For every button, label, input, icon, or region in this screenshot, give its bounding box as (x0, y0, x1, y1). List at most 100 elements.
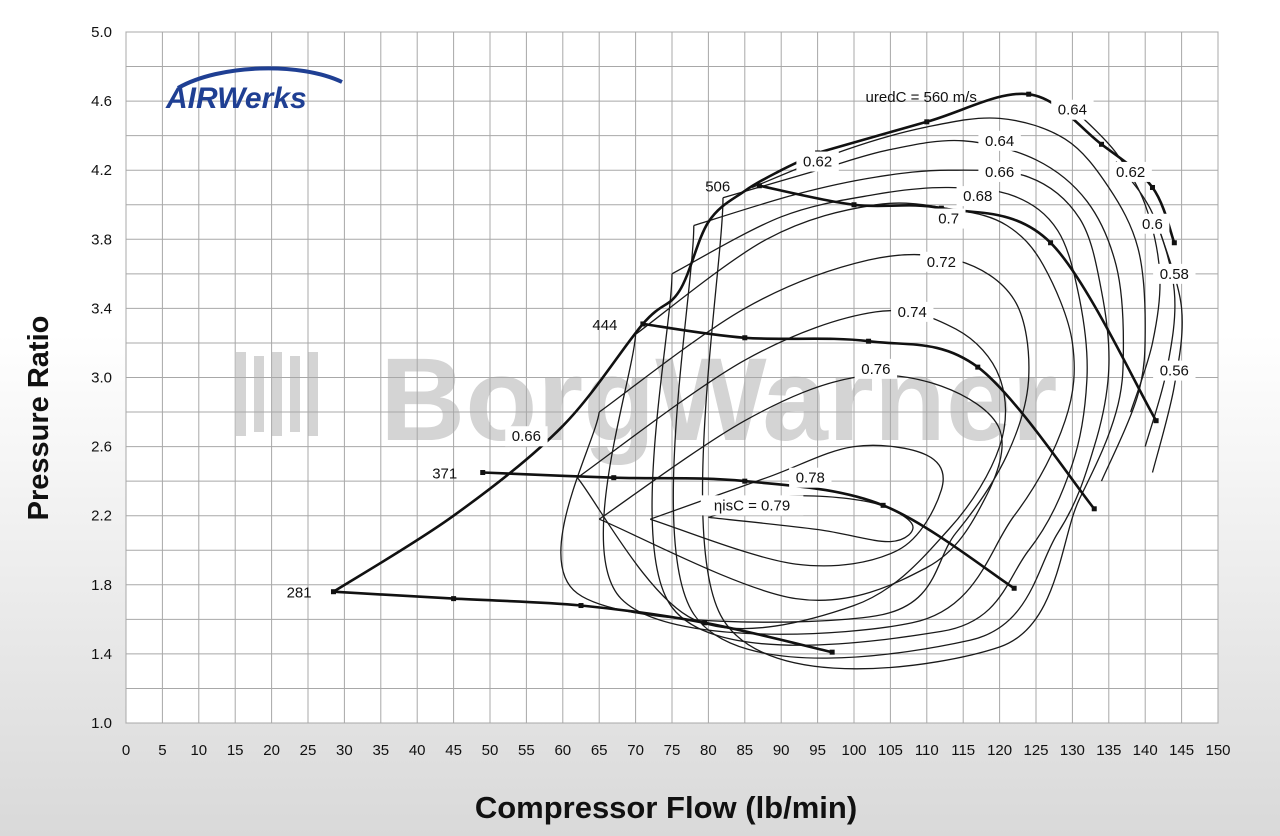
speed-label-371: 371 (432, 466, 457, 483)
island-label-bg (1109, 161, 1152, 182)
y-tick-label: 1.0 (91, 715, 112, 732)
logo-swoosh-icon (177, 66, 343, 90)
x-tick-labels: 0 5 10 15 20 25 30 35 40 45 50 55 60 65 70 75 80 85 90 95 10… (122, 742, 1231, 759)
speed-line-point (330, 589, 336, 595)
y-tick-label: 3.4 (91, 300, 112, 317)
x-tick-label: 140 (1133, 742, 1158, 759)
logo-text: AIRWerks (165, 82, 307, 115)
island-label-0-72: 0.72 (927, 254, 956, 271)
y-tick-label: 1.4 (91, 646, 112, 663)
island-label-bg (1153, 360, 1196, 381)
grid (125, 31, 1219, 724)
x-tick-label: 60 (554, 742, 571, 759)
speed-line-point (866, 338, 872, 344)
efficiency-island-0-64 (701, 139, 1125, 670)
surge-line-path (332, 151, 819, 593)
x-tick-label: 145 (1169, 742, 1194, 759)
x-tick-label: 135 (1096, 742, 1121, 759)
island-label-0-56: 0.56 (1160, 363, 1189, 380)
island-label-bg (1153, 263, 1196, 284)
efficiency-island-0-62 (751, 117, 1146, 482)
x-tick-label: 5 (158, 742, 166, 759)
efficiency-island-0-78 (649, 444, 944, 567)
island-label-bg (931, 208, 966, 229)
island-label-bg (789, 467, 832, 488)
x-tick-label: 70 (627, 742, 644, 759)
island-label-0-62: 0.62 (1116, 164, 1145, 181)
borgwarner-emblem-icon (236, 352, 318, 436)
speed-line-point (1171, 240, 1177, 246)
island-label-isc-0-79: ηisC = 0.79 (714, 497, 790, 514)
y-tick-label: 4.2 (91, 162, 112, 179)
x-tick-label: 55 (518, 742, 535, 759)
speed-line-point (1048, 240, 1054, 246)
efficiency-island-0-66 (672, 169, 1110, 659)
surge-line (332, 151, 819, 593)
island-label-bg (505, 426, 548, 447)
y-tick-label: 3.0 (91, 370, 112, 387)
x-tick-label: 45 (445, 742, 462, 759)
x-tick-label: 105 (878, 742, 903, 759)
chart-labels: 0.64 0.64 0.62 0.62 0.66 0.680.7 0.6 0.72 0.58 0.… (287, 89, 1196, 602)
efficiency-island-0-68 (651, 186, 1088, 646)
y-axis-title: Pressure Ratio (23, 316, 55, 521)
island-label-bg (1135, 213, 1170, 234)
island-label-bg (700, 495, 804, 516)
x-tick-label: 75 (664, 742, 681, 759)
x-tick-label: 80 (700, 742, 717, 759)
island-label-bg (978, 130, 1021, 151)
watermark-text: BorgWarner (380, 334, 1057, 466)
island-label-0-7: 0.7 (938, 211, 959, 228)
speed-line-point (880, 502, 886, 508)
y-tick-label: 3.8 (91, 231, 112, 248)
island-label-bg (1051, 99, 1094, 120)
efficiency-island-0-6 (1079, 114, 1161, 413)
speed-line-point (975, 364, 981, 370)
speed-label-444: 444 (592, 317, 617, 334)
island-label-0-68: 0.68 (963, 188, 992, 205)
x-tick-label: 90 (773, 742, 790, 759)
speed-line-point (1026, 91, 1032, 97)
speed-line-point (451, 596, 457, 602)
y-tick-labels: 1.0 1.4 1.8 2.2 2.6 3.0 3.4 3.8 4.2 4.6 5.0 (91, 24, 112, 732)
speed-line-point (1011, 585, 1017, 591)
x-tick-label: 65 (591, 742, 608, 759)
y-tick-label: 2.2 (91, 508, 112, 525)
efficiency-island-0-7 (602, 202, 1075, 635)
x-tick-label: 85 (736, 742, 753, 759)
island-label-bg (796, 151, 839, 172)
x-tick-label: 150 (1205, 742, 1230, 759)
y-tick-label: 1.8 (91, 577, 112, 594)
x-tick-label: 110 (915, 742, 939, 759)
x-tick-label: 115 (951, 742, 975, 759)
island-label-0-66: 0.66 (512, 428, 541, 445)
efficiency-island-0-56 (1151, 230, 1183, 473)
x-tick-label: 30 (336, 742, 353, 759)
island-label-0-58: 0.58 (1160, 266, 1189, 283)
speed-line-point (578, 603, 584, 609)
speed-line-point (480, 470, 486, 476)
island-label-0-66: 0.66 (985, 164, 1014, 181)
speed-line-point (1091, 506, 1097, 512)
x-tick-label: 15 (227, 742, 244, 759)
efficiency-island-0-58 (1115, 161, 1176, 447)
x-tick-label: 20 (263, 742, 280, 759)
speed-line-point (611, 475, 617, 481)
x-tick-label: 130 (1060, 742, 1085, 759)
speed-line-point (1099, 141, 1105, 147)
x-tick-label: 125 (1023, 742, 1048, 759)
island-label-0-64: 0.64 (985, 133, 1014, 150)
x-tick-label: 100 (841, 742, 866, 759)
x-tick-label: 50 (482, 742, 499, 759)
speed-label-uredc-560-m-s: uredC = 560 m/s (866, 89, 977, 106)
speed-label-281: 281 (287, 585, 312, 602)
x-tick-label: 0 (122, 742, 130, 759)
speed-line-point (742, 478, 748, 484)
watermark: BorgWarner (236, 334, 1057, 466)
x-tick-label: 40 (409, 742, 426, 759)
x-tick-label: 95 (809, 742, 826, 759)
x-tick-label: 10 (190, 742, 207, 759)
y-tick-label: 4.6 (91, 93, 112, 110)
island-label-0-76: 0.76 (861, 361, 890, 378)
